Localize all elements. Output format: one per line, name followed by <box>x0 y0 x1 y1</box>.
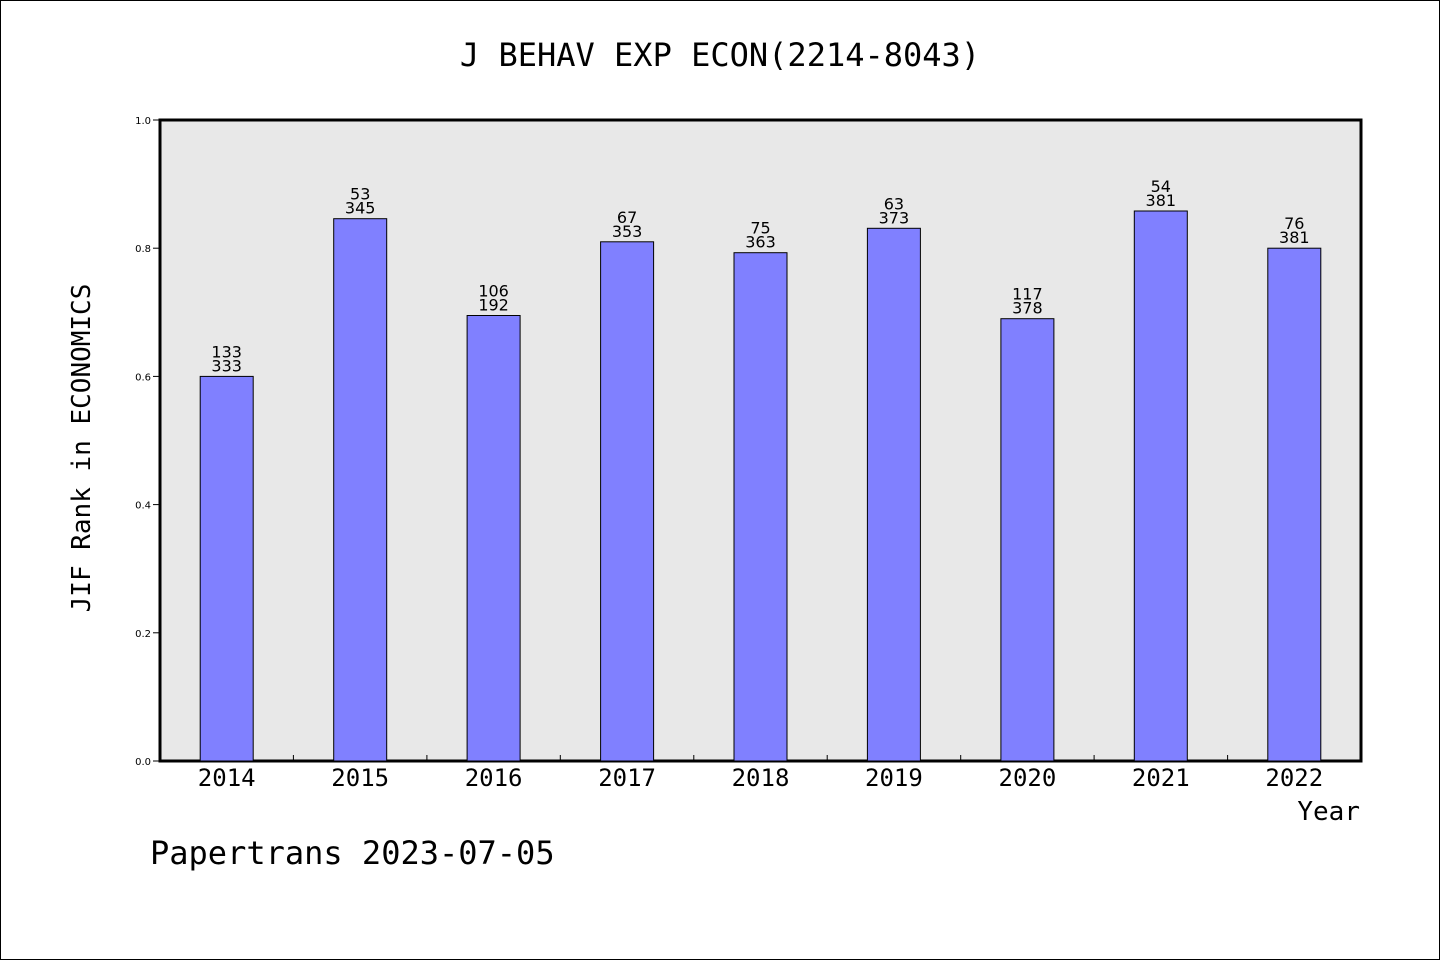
y-ticks-group: 0.0 0.2 0.4 0.6 0.8 1.0 <box>135 116 160 768</box>
x-tick-label-2017: 2017 <box>598 764 656 792</box>
bar-total-label-2019: 373 <box>879 208 910 227</box>
x-axis-label: Year <box>1297 797 1360 827</box>
y-tick-label-0.4: 0.4 <box>135 501 151 512</box>
bar-total-label-2017: 353 <box>612 222 643 241</box>
x-tick-label-2019: 2019 <box>865 764 923 792</box>
y-tick-label-0.6: 0.6 <box>135 372 151 383</box>
bar-total-label-2021: 381 <box>1146 191 1177 210</box>
x-tick-label-2018: 2018 <box>732 764 790 792</box>
bar-total-label-2020: 378 <box>1012 299 1043 318</box>
y-tick-label-0.8: 0.8 <box>135 244 151 255</box>
bar-2022 <box>1267 247 1322 762</box>
bar-2018 <box>733 252 788 762</box>
y-tick-label-0.2: 0.2 <box>135 629 151 640</box>
bar-rank-label-2015: 53 <box>350 185 370 204</box>
bar-rank-label-2022: 76 <box>1284 214 1304 233</box>
x-tick-label-2020: 2020 <box>999 764 1057 792</box>
bar-rank-label-2021: 54 <box>1151 177 1171 196</box>
bar-2020 <box>1000 318 1055 762</box>
x-tick-label-2021: 2021 <box>1132 764 1190 792</box>
bar-2021 <box>1133 210 1188 762</box>
bar-total-label-2018: 363 <box>745 233 776 252</box>
bar-2017 <box>600 241 655 762</box>
bar-2015 <box>333 218 388 762</box>
bar-total-label-2016: 192 <box>478 296 509 315</box>
bar-2016 <box>466 315 521 762</box>
bar-rank-label-2016: 106 <box>478 282 509 301</box>
bar-total-label-2015: 345 <box>345 199 376 218</box>
bar-rank-label-2019: 63 <box>884 194 904 213</box>
bar-2019 <box>866 227 921 762</box>
bar-rank-label-2014: 133 <box>211 342 242 361</box>
x-tick-label-2015: 2015 <box>331 764 389 792</box>
bar-2014 <box>199 375 254 762</box>
chart-title: J BEHAV EXP ECON(2214-8043) <box>460 36 980 74</box>
x-tick-label-2022: 2022 <box>1265 764 1323 792</box>
y-tick-label-1.0: 1.0 <box>135 116 151 127</box>
bar-rank-label-2020: 117 <box>1012 285 1043 304</box>
bar-total-label-2014: 333 <box>211 356 242 375</box>
bar-total-label-2022: 381 <box>1279 228 1310 247</box>
y-axis-label: JIF Rank in ECONOMICS <box>67 284 97 613</box>
footer-credit: Papertrans 2023-07-05 <box>150 834 555 872</box>
x-ticks-group: 2014 2015 2016 2017 2018 2019 2020 2021 2022 <box>198 755 1323 792</box>
x-tick-label-2016: 2016 <box>465 764 523 792</box>
bar-rank-label-2018: 75 <box>750 219 770 238</box>
bar-rank-label-2017: 67 <box>617 208 637 227</box>
x-tick-label-2014: 2014 <box>198 764 256 792</box>
y-tick-label-0.0: 0.0 <box>135 757 151 768</box>
